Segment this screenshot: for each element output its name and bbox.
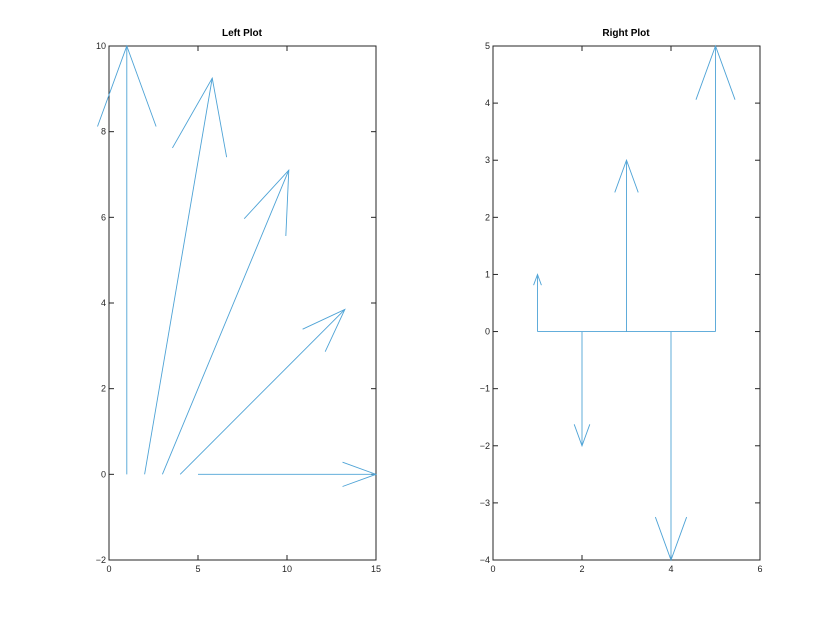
left-ytick-label: −2 bbox=[96, 555, 106, 565]
left-plot-title: Left Plot bbox=[222, 28, 263, 39]
left-ytick-label: 6 bbox=[101, 212, 106, 222]
right-plot-frame bbox=[492, 45, 761, 561]
left-xtick-label: 5 bbox=[195, 564, 200, 574]
right-arrow-head-2 bbox=[573, 424, 591, 448]
left-arrow-head-2 bbox=[172, 76, 228, 158]
left-ytick-label: 8 bbox=[101, 127, 106, 137]
left-xtick-label: 10 bbox=[282, 564, 292, 574]
left-arrow-shaft-4 bbox=[179, 309, 346, 475]
left-arrow-shaft-3 bbox=[161, 170, 290, 475]
right-ytick-label: 5 bbox=[485, 41, 490, 51]
right-ytick-label: −2 bbox=[480, 441, 490, 451]
right-ytick-label: 2 bbox=[485, 212, 490, 222]
left-plot-frame bbox=[108, 45, 377, 561]
right-ytick-label: −3 bbox=[480, 498, 490, 508]
right-arrow-head-3 bbox=[614, 158, 639, 193]
right-plot-title: Right Plot bbox=[602, 28, 650, 39]
right-xtick-label: 4 bbox=[668, 564, 673, 574]
left-arrow-head-3 bbox=[243, 169, 290, 237]
left-arrow-head-4 bbox=[302, 308, 346, 352]
right-arrow-head-5 bbox=[695, 44, 736, 100]
left-ytick-label: 2 bbox=[101, 384, 106, 394]
left-arrow-shaft-2 bbox=[144, 78, 213, 475]
right-xtick-label: 0 bbox=[490, 564, 495, 574]
right-xtick-label: 2 bbox=[579, 564, 584, 574]
left-arrow-head-1 bbox=[97, 44, 157, 127]
left-arrow-head-5 bbox=[342, 461, 378, 487]
right-plot-arrows bbox=[533, 44, 736, 562]
right-ytick-label: 0 bbox=[485, 327, 490, 337]
right-arrow-head-4 bbox=[654, 516, 688, 562]
right-plot-axes: Right Plot 0 2 4 6 −4 −3 −2 −1 0 1 2 3 4 5 bbox=[480, 28, 763, 574]
left-plot-arrows bbox=[97, 44, 378, 487]
left-xtick-label: 15 bbox=[371, 564, 381, 574]
left-ytick-label: 4 bbox=[101, 298, 106, 308]
right-ytick-label: −4 bbox=[480, 555, 490, 565]
right-ytick-label: −1 bbox=[480, 384, 490, 394]
left-xtick-label: 0 bbox=[106, 564, 111, 574]
right-xtick-label: 6 bbox=[757, 564, 762, 574]
left-ytick-label: 0 bbox=[101, 469, 106, 479]
left-ytick-label: 10 bbox=[96, 41, 106, 51]
right-arrow-head-1 bbox=[533, 273, 542, 286]
right-ytick-label: 1 bbox=[485, 269, 490, 279]
right-ytick-label: 4 bbox=[485, 98, 490, 108]
right-plot-ticks: 0 2 4 6 −4 −3 −2 −1 0 1 2 3 4 5 bbox=[480, 41, 763, 574]
right-ytick-label: 3 bbox=[485, 155, 490, 165]
